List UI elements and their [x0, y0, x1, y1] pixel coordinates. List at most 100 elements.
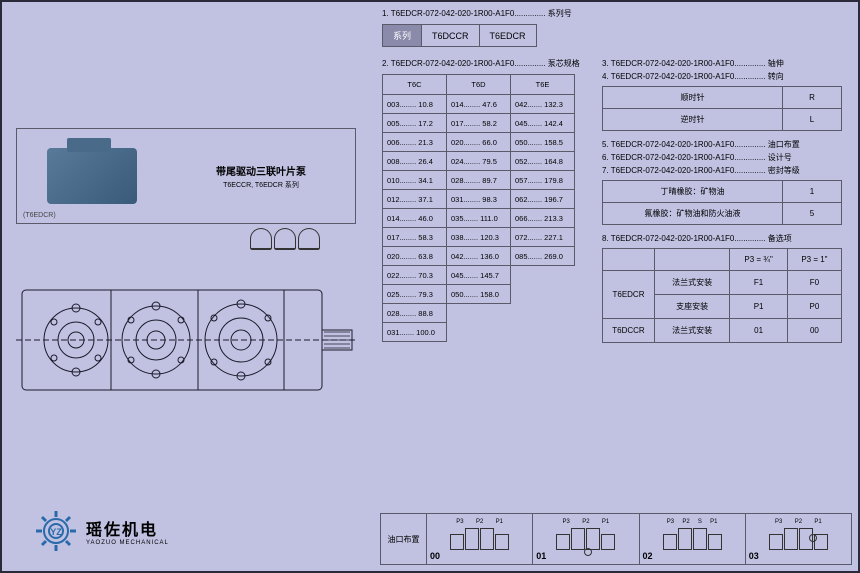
product-model-label: (T6EDCR) — [23, 212, 56, 219]
bell-icons — [250, 228, 320, 250]
product-image: (T6EDCR) — [17, 129, 167, 223]
rotation-cw-label: 顺时针 — [603, 87, 783, 109]
bell-icon — [274, 228, 296, 250]
spec-cell: 045....... 145.7 — [447, 266, 511, 285]
spec-cell: 085....... 269.0 — [511, 247, 575, 266]
opt-h1 — [655, 249, 730, 271]
spec-cell: 038....... 120.3 — [447, 228, 511, 247]
spec-cell — [447, 304, 511, 323]
spec-cell: 035....... 111.0 — [447, 209, 511, 228]
s-port-icon — [809, 534, 817, 542]
port-diagram: P3P2P1 — [769, 528, 828, 550]
product-title-block: 带尾驱动三联叶片泵 T6ECCR, T6EDCR 系列 — [167, 129, 355, 223]
spec-cell: 066....... 213.3 — [511, 209, 575, 228]
spec-cell: 022........ 70.3 — [383, 266, 447, 285]
series-table: 系列 T6DCCR T6EDCR — [382, 24, 537, 47]
gear-icon: YZ — [34, 509, 78, 553]
spec-cell: 025........ 79.3 — [383, 285, 447, 304]
right-column: 3. T6EDCR-072-042-020-1R00-A1F0.........… — [602, 58, 842, 351]
opt-h2: P3 = ¾" — [730, 249, 788, 271]
product-box: (T6EDCR) 带尾驱动三联叶片泵 T6ECCR, T6EDCR 系列 — [16, 128, 356, 224]
spec-cell — [511, 266, 575, 285]
opt-r0-label: 法兰式安装 — [655, 271, 730, 295]
spec-cell: 005........ 17.2 — [383, 114, 447, 133]
opt-r2-label: 法兰式安装 — [655, 319, 730, 343]
option-table: P3 = ¾" P3 = 1" T6EDCR 法兰式安装 F1 F0 支座安装 … — [602, 248, 842, 343]
s-port-icon — [584, 548, 592, 556]
section-1-label: 1. T6EDCR-072-042-020-1R00-A1F0.........… — [382, 8, 572, 19]
spec-table: T6C T6D T6E 003........ 10.8014........ … — [382, 74, 575, 342]
oil-port-00: 00 P3P2P1 — [427, 514, 533, 564]
spec-cell: 045....... 142.4 — [511, 114, 575, 133]
product-subtitle: T6ECCR, T6EDCR 系列 — [223, 180, 299, 190]
spec-cell: 024........ 79.5 — [447, 152, 511, 171]
company-logo: YZ 瑶佐机电 YAOZUO MECHANICAL — [34, 509, 169, 553]
opt-h3: P3 = 1" — [787, 249, 841, 271]
port-diagram: P3P2P1 — [450, 528, 509, 550]
bell-icon — [250, 228, 272, 250]
series-header: 系列 — [383, 25, 422, 47]
oil-port-03: 03 P3P2P1 — [746, 514, 851, 564]
oil-port-num: 01 — [536, 551, 546, 561]
spec-cell: 042....... 136.0 — [447, 247, 511, 266]
spec-cell: 050....... 158.0 — [447, 285, 511, 304]
spec-cell: 006........ 21.3 — [383, 133, 447, 152]
series-col-1: T6EDCR — [479, 25, 536, 47]
section-4-label: 4. T6EDCR-072-042-020-1R00-A1F0.........… — [602, 71, 842, 82]
spec-cell: 008........ 26.4 — [383, 152, 447, 171]
spec-cell: 012........ 37.1 — [383, 190, 447, 209]
opt-r0-b: F0 — [787, 271, 841, 295]
port-diagram: P3P2P1 — [556, 528, 615, 550]
spec-cell: 014........ 46.0 — [383, 209, 447, 228]
spec-cell: 017........ 58.3 — [383, 228, 447, 247]
opt-r2-a: 01 — [730, 319, 788, 343]
section-3-label: 3. T6EDCR-072-042-020-1R00-A1F0.........… — [602, 58, 842, 69]
cross-section-drawing — [16, 260, 356, 420]
section-6-label: 6. T6EDCR-072-042-020-1R00-A1F0.........… — [602, 152, 842, 163]
spec-cell — [511, 323, 575, 342]
spec-cell: 057....... 179.8 — [511, 171, 575, 190]
spec-cell: 017........ 58.2 — [447, 114, 511, 133]
seal-row-1-label: 氟橡胶：矿物油和防火油液 — [603, 203, 783, 225]
spec-cell: 072....... 227.1 — [511, 228, 575, 247]
spec-cell — [511, 285, 575, 304]
pump-illustration — [47, 148, 137, 204]
svg-text:YZ: YZ — [50, 527, 62, 537]
series-col-0: T6DCCR — [422, 25, 480, 47]
rotation-table: 顺时针R 逆时针L — [602, 86, 842, 131]
opt-group-0: T6EDCR — [603, 271, 655, 319]
seal-row-0-code: 1 — [783, 181, 842, 203]
spec-cell: 014........ 47.6 — [447, 95, 511, 114]
oil-port-num: 00 — [430, 551, 440, 561]
opt-r0-a: F1 — [730, 271, 788, 295]
oil-port-num: 03 — [749, 551, 759, 561]
spec-cell: 050....... 158.5 — [511, 133, 575, 152]
spec-cell: 003........ 10.8 — [383, 95, 447, 114]
spec-cell — [447, 323, 511, 342]
oil-port-02: 02 P3P2SP1 — [640, 514, 746, 564]
seal-row-0-label: 丁晴橡胶：矿物油 — [603, 181, 783, 203]
rotation-ccw-code: L — [783, 109, 842, 131]
logo-subtitle: YAOZUO MECHANICAL — [86, 540, 169, 546]
spec-cell: 020........ 63.8 — [383, 247, 447, 266]
oil-port-row: 油口布置 00 P3P2P1 01 P3P2P1 02 P3P2SP1 03 P… — [380, 513, 852, 565]
section-5-label: 5. T6EDCR-072-042-020-1R00-A1F0.........… — [602, 139, 842, 150]
spec-cell: 028........ 89.7 — [447, 171, 511, 190]
spec-cell: 028........ 88.8 — [383, 304, 447, 323]
bell-icon — [298, 228, 320, 250]
opt-h0 — [603, 249, 655, 271]
spec-cell: 010........ 34.1 — [383, 171, 447, 190]
spec-cell — [511, 304, 575, 323]
spec-header-1: T6D — [447, 75, 511, 95]
rotation-cw-code: R — [783, 87, 842, 109]
section-2-label: 2. T6EDCR-072-042-020-1R00-A1F0.........… — [382, 58, 580, 69]
port-diagram: P3P2SP1 — [663, 528, 722, 550]
section-8-label: 8. T6EDCR-072-042-020-1R00-A1F0.........… — [602, 233, 842, 244]
product-title: 带尾驱动三联叶片泵 — [216, 163, 306, 178]
spec-cell: 052....... 164.8 — [511, 152, 575, 171]
spec-cell: 062....... 196.7 — [511, 190, 575, 209]
opt-r1-a: P1 — [730, 295, 788, 319]
seal-row-1-code: 5 — [783, 203, 842, 225]
spec-cell: 020........ 66.0 — [447, 133, 511, 152]
spec-header-2: T6E — [511, 75, 575, 95]
